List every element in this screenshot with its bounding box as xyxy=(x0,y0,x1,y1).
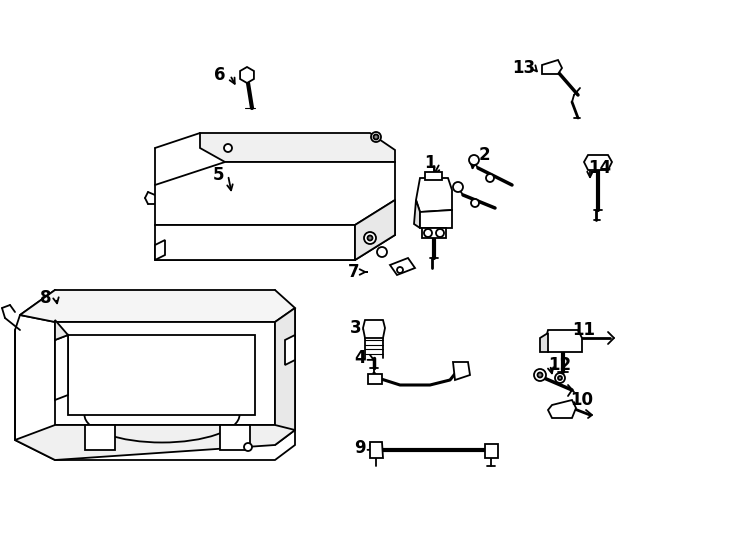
Circle shape xyxy=(471,199,479,207)
Polygon shape xyxy=(15,425,295,460)
Polygon shape xyxy=(200,133,395,162)
Polygon shape xyxy=(542,60,562,74)
Circle shape xyxy=(453,182,463,192)
Polygon shape xyxy=(548,400,576,418)
Text: 9: 9 xyxy=(355,439,366,457)
Polygon shape xyxy=(15,290,295,460)
Circle shape xyxy=(374,134,379,139)
Circle shape xyxy=(555,373,565,383)
Polygon shape xyxy=(453,362,470,380)
Polygon shape xyxy=(363,320,385,338)
Text: 4: 4 xyxy=(355,349,366,367)
Polygon shape xyxy=(416,178,452,212)
Polygon shape xyxy=(55,322,275,425)
Circle shape xyxy=(368,235,372,240)
Circle shape xyxy=(436,229,444,237)
Circle shape xyxy=(242,70,252,80)
Circle shape xyxy=(397,267,403,273)
Text: 8: 8 xyxy=(40,289,52,307)
Circle shape xyxy=(377,247,387,257)
Polygon shape xyxy=(355,200,395,260)
Circle shape xyxy=(486,174,494,182)
Circle shape xyxy=(244,443,252,451)
Text: 3: 3 xyxy=(350,319,362,337)
Polygon shape xyxy=(275,308,295,445)
Polygon shape xyxy=(155,162,395,225)
Polygon shape xyxy=(155,240,165,260)
Polygon shape xyxy=(240,67,254,83)
Polygon shape xyxy=(584,155,612,170)
Text: 2: 2 xyxy=(478,146,490,164)
Circle shape xyxy=(558,376,562,380)
Polygon shape xyxy=(55,320,68,340)
Polygon shape xyxy=(540,333,548,352)
Text: 11: 11 xyxy=(573,321,595,339)
Text: 10: 10 xyxy=(570,391,594,409)
Polygon shape xyxy=(368,374,382,384)
Polygon shape xyxy=(220,425,250,450)
Polygon shape xyxy=(85,425,115,450)
Circle shape xyxy=(371,132,381,142)
Circle shape xyxy=(424,229,432,237)
Polygon shape xyxy=(285,335,295,365)
Text: 13: 13 xyxy=(512,59,536,77)
Circle shape xyxy=(537,373,542,377)
Polygon shape xyxy=(370,442,383,458)
Polygon shape xyxy=(422,228,446,238)
Text: 1: 1 xyxy=(424,154,436,172)
Polygon shape xyxy=(425,172,442,180)
Polygon shape xyxy=(420,210,452,228)
Polygon shape xyxy=(485,444,498,458)
Text: 14: 14 xyxy=(589,159,611,177)
Polygon shape xyxy=(414,200,420,228)
Text: 6: 6 xyxy=(214,66,226,84)
Circle shape xyxy=(364,232,376,244)
Polygon shape xyxy=(155,225,355,260)
Circle shape xyxy=(224,144,232,152)
Text: 5: 5 xyxy=(212,166,224,184)
Polygon shape xyxy=(390,258,415,275)
Polygon shape xyxy=(545,330,582,352)
Text: 12: 12 xyxy=(548,356,572,374)
Polygon shape xyxy=(20,290,295,322)
Circle shape xyxy=(534,369,546,381)
Text: 7: 7 xyxy=(348,263,360,281)
Polygon shape xyxy=(55,335,68,400)
Circle shape xyxy=(469,155,479,165)
Polygon shape xyxy=(68,335,255,415)
